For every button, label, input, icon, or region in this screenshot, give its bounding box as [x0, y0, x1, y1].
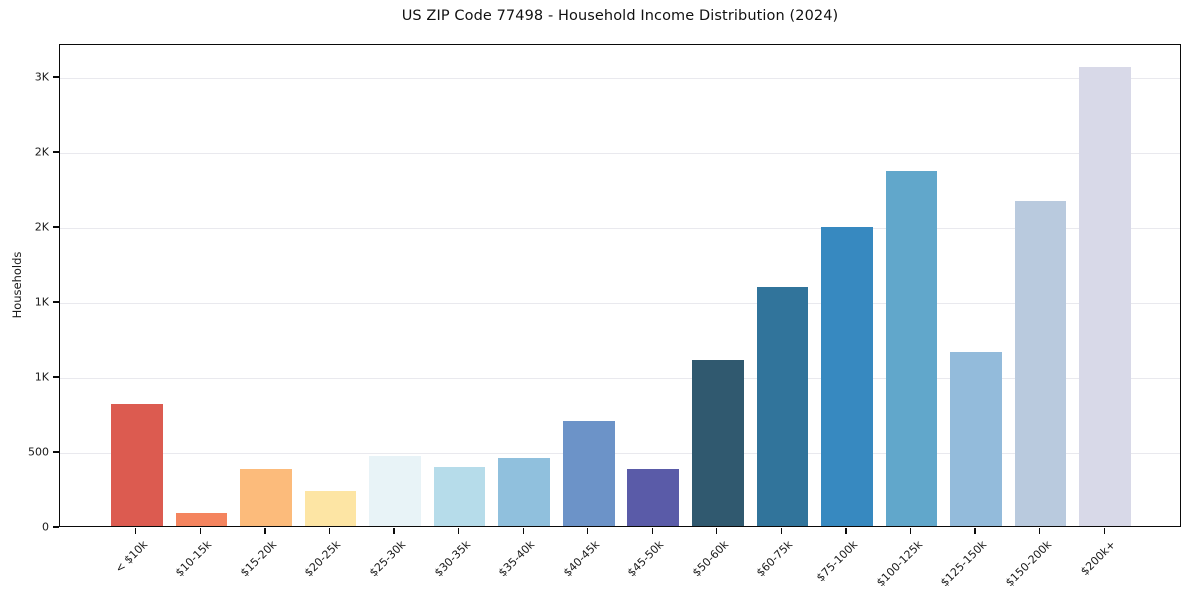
y-tick-label: 3K — [34, 70, 49, 84]
y-tick-label: 1K — [34, 295, 49, 309]
gridline — [60, 227, 1180, 229]
bar — [369, 455, 421, 526]
y-tick-label: 2K — [34, 220, 49, 234]
x-tick-mark — [845, 528, 847, 534]
y-tick-mark — [53, 526, 59, 528]
x-tick-mark — [458, 528, 460, 534]
y-tick-label: 0 — [42, 520, 49, 534]
x-tick-mark — [1103, 528, 1105, 534]
x-tick-mark — [909, 528, 912, 534]
x-tick-mark — [135, 528, 137, 534]
plot-area — [59, 44, 1181, 527]
x-tick-mark — [393, 528, 395, 534]
bar — [1079, 67, 1131, 526]
bar — [433, 466, 486, 526]
y-tick-mark — [53, 451, 59, 453]
bar — [821, 226, 873, 526]
x-tick-mark — [264, 528, 266, 534]
y-tick-label: 1K — [34, 370, 49, 384]
gridline — [60, 152, 1180, 154]
bar — [111, 403, 163, 526]
bar — [498, 457, 550, 526]
bar — [950, 352, 1002, 526]
x-tick-mark — [974, 528, 976, 534]
y-tick-mark — [53, 226, 59, 228]
bar — [756, 286, 809, 526]
x-tick-mark — [328, 528, 331, 534]
x-tick-mark — [651, 528, 653, 534]
bar — [1014, 201, 1067, 526]
x-tick-label: < $10k — [112, 538, 151, 576]
gridline — [60, 452, 1180, 454]
gridline — [60, 302, 1180, 304]
x-tick-mark — [780, 528, 782, 534]
y-tick-label: 500 — [28, 445, 49, 459]
bar — [885, 171, 938, 526]
y-tick-mark — [53, 151, 59, 153]
y-tick-label: 2K — [34, 145, 49, 159]
gridline — [60, 377, 1180, 379]
x-tick-mark — [522, 528, 524, 534]
gridline — [60, 77, 1180, 79]
x-tick-mark — [716, 528, 718, 534]
x-tick-mark — [199, 528, 201, 534]
bar — [175, 512, 228, 526]
bar — [562, 421, 615, 526]
bar — [692, 360, 744, 526]
x-tick-mark — [587, 528, 589, 534]
bar — [627, 468, 680, 526]
chart-title: US ZIP Code 77498 - Household Income Dis… — [401, 8, 839, 24]
x-tick-mark — [1039, 528, 1041, 534]
y-tick-mark — [53, 76, 59, 78]
y-tick-mark — [53, 301, 59, 303]
bar — [304, 490, 357, 526]
y-tick-mark — [53, 376, 59, 378]
bar — [240, 469, 292, 526]
